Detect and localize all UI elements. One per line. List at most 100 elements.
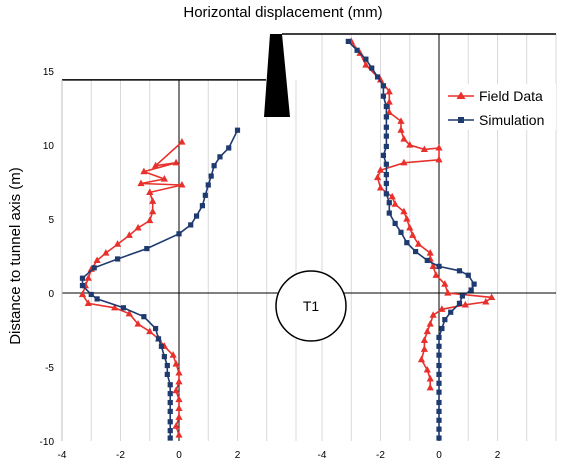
simulation-data-point bbox=[380, 93, 387, 99]
simulation-legend-label: Simulation bbox=[479, 112, 544, 128]
simulation-data-point bbox=[442, 317, 448, 323]
simulation-data-point bbox=[120, 305, 127, 311]
simulation-data-point bbox=[176, 231, 182, 237]
simulation-data-point bbox=[383, 103, 389, 110]
simulation-data-point bbox=[234, 127, 241, 133]
simulation-data-point bbox=[345, 38, 351, 44]
simulation-data-point bbox=[380, 83, 387, 89]
field-data-point bbox=[435, 143, 443, 151]
simulation-data-point bbox=[79, 275, 86, 281]
simulation-data-point bbox=[436, 435, 442, 441]
field-data-point bbox=[140, 167, 148, 175]
field-data-point bbox=[426, 383, 434, 391]
field-data-point bbox=[125, 309, 133, 317]
field-data-point bbox=[400, 207, 408, 215]
field-data-point bbox=[93, 256, 101, 264]
simulation-data-point bbox=[383, 143, 389, 150]
simulation-data-point bbox=[94, 296, 100, 302]
simulation-data-point bbox=[380, 152, 387, 158]
field-data-point bbox=[152, 161, 160, 169]
field-data-point bbox=[376, 75, 385, 83]
field-data-point bbox=[397, 117, 405, 124]
field-data-point bbox=[426, 249, 434, 256]
field-data-point bbox=[178, 180, 186, 188]
tunnel-label: T1 bbox=[303, 298, 320, 314]
field-data-point bbox=[388, 192, 396, 200]
field-data-point bbox=[175, 368, 183, 376]
simulation-data-point bbox=[436, 343, 442, 349]
simulation-data-point bbox=[363, 56, 369, 62]
field-data-point bbox=[429, 311, 437, 318]
simulation-series-line bbox=[81, 129, 239, 438]
simulation-data-point bbox=[436, 389, 442, 395]
simulation-data-point bbox=[161, 354, 167, 360]
field-data-point bbox=[397, 126, 405, 133]
field-data-point bbox=[175, 404, 183, 412]
field-data-point bbox=[178, 138, 186, 145]
field-data-point bbox=[169, 351, 177, 358]
simulation-data-point bbox=[436, 426, 442, 432]
field-data-point bbox=[172, 158, 180, 166]
simulation-data-point bbox=[88, 291, 94, 298]
field-data-point bbox=[391, 200, 399, 207]
simulation-data-point bbox=[211, 163, 217, 169]
field-data-point bbox=[406, 223, 414, 231]
simulation-data-point bbox=[436, 380, 442, 386]
field-data-point bbox=[146, 188, 154, 195]
simulation-data-point bbox=[167, 399, 173, 406]
simulation-data-point bbox=[383, 114, 389, 120]
tunnel-t1: T1 bbox=[275, 270, 347, 342]
simulation-data-point bbox=[354, 47, 360, 53]
simulation-data-point bbox=[436, 352, 442, 358]
field-legend-label: Field Data bbox=[479, 88, 543, 104]
simulation-data-point bbox=[404, 240, 410, 246]
field-data-point bbox=[403, 215, 411, 222]
y-tick-label: 10 bbox=[43, 141, 55, 152]
field-data-point bbox=[426, 374, 434, 382]
x-tick-label: 0 bbox=[436, 450, 442, 461]
simulation-data-point bbox=[193, 213, 200, 219]
x-tick-label: -4 bbox=[318, 450, 327, 461]
retaining-wall bbox=[264, 34, 290, 117]
y-tick-label: 15 bbox=[43, 67, 55, 78]
simulation-data-point bbox=[448, 309, 454, 315]
field-data-point bbox=[420, 345, 428, 352]
field-data-point bbox=[78, 290, 87, 298]
simulation-data-point bbox=[164, 362, 170, 369]
simulation-data-point bbox=[436, 371, 442, 377]
simulation-data-point bbox=[436, 334, 442, 340]
y-tick-label: 5 bbox=[48, 215, 54, 226]
field-series-line bbox=[81, 141, 183, 436]
simulation-data-point bbox=[398, 229, 404, 235]
simulation-data-point bbox=[208, 173, 214, 179]
field-data-point bbox=[406, 141, 414, 148]
wall-structure bbox=[62, 33, 556, 117]
grid-lines bbox=[61, 34, 557, 441]
field-data-point bbox=[420, 336, 428, 343]
simulation-data-point bbox=[386, 210, 392, 216]
simulation-data-point bbox=[226, 145, 232, 151]
field-data-point bbox=[482, 297, 490, 305]
field-data-point bbox=[172, 360, 180, 367]
simulation-data-point bbox=[456, 268, 463, 274]
field-data-point bbox=[373, 173, 382, 181]
simulation-data-point bbox=[167, 435, 173, 441]
tick-labels: -4 -2 0 2 -4 -2 0 2 15 10 5 0 -5 -10 bbox=[40, 67, 501, 461]
simulation-data-point bbox=[199, 203, 205, 209]
simulation-data-point bbox=[91, 265, 97, 271]
field-data-point bbox=[385, 87, 393, 95]
simulation-data-point bbox=[413, 248, 419, 255]
field-data-point bbox=[134, 320, 142, 327]
field-data-point bbox=[385, 98, 393, 105]
simulation-data-point bbox=[424, 257, 430, 264]
field-data-point bbox=[172, 386, 180, 394]
field-data-point bbox=[172, 422, 180, 429]
simulation-data-point bbox=[383, 161, 389, 167]
simulation-data-point bbox=[158, 343, 165, 349]
field-data-point bbox=[175, 395, 183, 403]
field-data-point bbox=[175, 431, 183, 438]
field-data-point bbox=[441, 280, 449, 287]
simulation-data-point bbox=[167, 391, 173, 397]
simulation-data-point bbox=[167, 428, 173, 434]
